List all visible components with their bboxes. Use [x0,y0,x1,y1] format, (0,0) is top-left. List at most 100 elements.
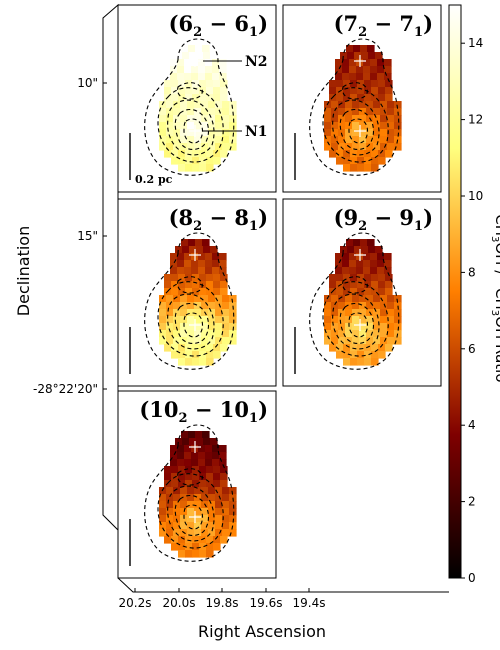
contour-line [177,82,203,100]
ratio-pixel [182,52,190,60]
ratio-pixel [350,157,358,165]
ratio-pixel [206,150,214,158]
ratio-pixel [338,316,346,324]
ratio-pixel [201,522,209,530]
ratio-pixel [349,59,357,67]
ratio-pixel [173,302,181,310]
ratio-pixel [199,157,207,165]
ratio-pixel [338,309,346,317]
ratio-pixel [199,288,207,296]
ratio-pixel [394,323,402,331]
ratio-pixel [394,101,402,109]
ratio-pixel [213,351,221,359]
ratio-pixel [208,115,216,123]
ratio-pixel [356,66,364,74]
ratio-pixel [229,501,237,509]
ratio-pixel [380,136,388,144]
ratio-pixel [370,66,378,74]
ratio-pixel [373,295,381,303]
ratio-pixel [166,295,174,303]
ratio-pixel [343,157,351,165]
ratio-pixel [357,344,365,352]
ratio-pixel [173,522,181,530]
ratio-pixel [331,101,339,109]
ratio-pixel [366,323,374,331]
ratio-pixel [192,358,200,366]
ratio-pixel [187,508,195,516]
ratio-pixel [373,309,381,317]
ratio-pixel [350,344,358,352]
ratio-pixel [171,274,179,282]
ratio-pixel [166,529,174,537]
ratio-pixel [194,108,202,116]
ratio-pixel [229,115,237,123]
ratio-pixel [229,508,237,516]
ratio-pixel [208,295,216,303]
ratio-pixel [192,164,200,172]
ratio-pixel [229,309,237,317]
ratio-pixel [373,143,381,151]
panel-0: (62 − 61) N2 N1 0.2 pc [117,4,277,193]
ratio-pixel [385,150,393,158]
ratio-pixel [206,157,214,165]
ratio-pixel [208,316,216,324]
ratio-pixel [359,309,367,317]
ratio-pixel [394,337,402,345]
ratio-pixel [208,143,216,151]
ratio-pixel [208,515,216,523]
ratio-pixel [220,288,228,296]
ratio-pixel [371,157,379,165]
ratio-pixel [338,108,346,116]
panel-title: (72 − 71) [334,11,433,40]
ratio-pixel [219,267,227,275]
ratio-map [159,431,237,558]
ratio-pixel [166,115,174,123]
ratio-pixel [324,330,332,338]
ratio-pixel [352,101,360,109]
ratio-pixel [198,253,206,261]
ratio-pixel [159,323,167,331]
ratio-pixel [184,59,192,67]
n1-marker [189,511,201,523]
ratio-pixel [206,80,214,88]
ratio-pixel [352,143,360,151]
ratio-pixel [191,73,199,81]
ratio-pixel [385,87,393,95]
ratio-pixel [196,438,204,446]
ratio-pixel [387,295,395,303]
ratio-pixel [338,136,346,144]
ratio-pixel [380,108,388,116]
ratio-pixel [347,52,355,60]
ratio-pixel [352,136,360,144]
ratio-pixel [394,115,402,123]
ratio-pixel [366,295,374,303]
ratio-pixel [210,52,218,60]
ratio-pixel [171,94,179,102]
ratio-pixel [220,466,228,474]
ratio-pixel [215,295,223,303]
ratio-pixel [329,87,337,95]
ratio-pixel [192,466,200,474]
ratio-pixel [206,550,214,558]
ratio-pixel [213,150,221,158]
ratio-pixel [387,143,395,151]
ratio-pixel [342,73,350,81]
ratio-pixel [346,239,354,247]
colorbar-tick-label: 2 [468,495,476,509]
ratio-pixel [194,487,202,495]
ratio-pixel [219,445,227,453]
ratio-pixel [178,157,186,165]
x-axis-label: Right Ascension [198,622,326,641]
ratio-pixel [380,330,388,338]
ratio-pixel [331,129,339,137]
ratio-map [324,45,402,172]
ratio-pixel [166,330,174,338]
ratio-pixel [166,494,174,502]
ratio-pixel [178,536,186,544]
ratio-pixel [373,122,381,130]
ratio-pixel [331,337,339,345]
ratio-pixel [336,344,344,352]
ratio-pixel [352,295,360,303]
ratio-pixel [171,344,179,352]
x-tick-label: 20.0s [163,596,196,610]
